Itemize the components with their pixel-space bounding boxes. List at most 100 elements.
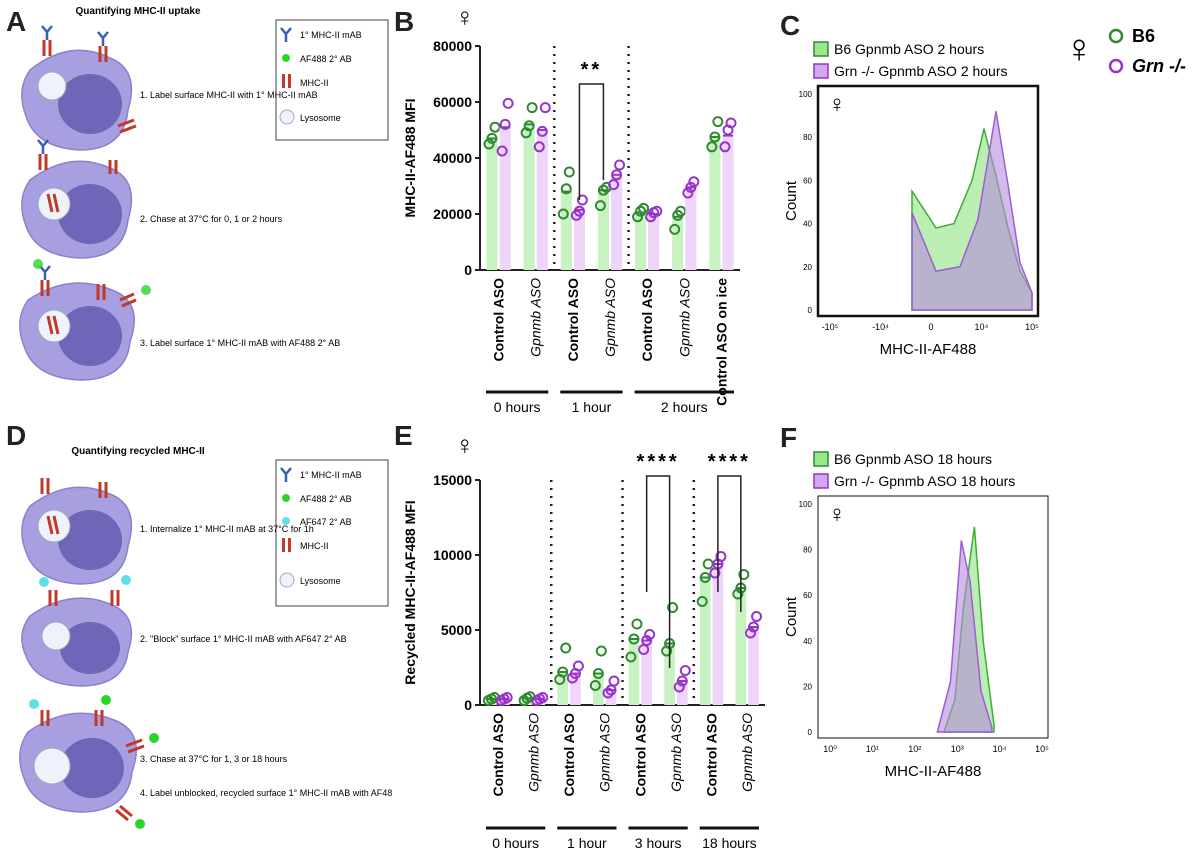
legend-item-primary-mab: 1° MHC-II mAB: [300, 470, 362, 480]
histogram-frame: [817, 495, 1049, 739]
data-point: [715, 551, 727, 562]
cell-recycle-step-1: [21, 478, 133, 585]
data-point: [614, 159, 626, 171]
significance-bracket: [578, 83, 605, 200]
bar: [676, 681, 688, 705]
y-axis-label: MHC-II-AF488 MFI: [402, 99, 418, 218]
category-label: Control ASO: [704, 713, 720, 797]
category-label: Control ASO: [491, 278, 507, 362]
y-tick-label: 0: [464, 697, 472, 713]
y-tick-label: 80000: [433, 38, 472, 54]
panel-letter-c: C: [780, 10, 801, 41]
panel-letter-b: B: [394, 6, 415, 37]
group-label: 1 hour: [567, 835, 607, 850]
data-point: [576, 194, 588, 206]
data-point: [688, 176, 700, 188]
data-point: [679, 665, 691, 676]
category-label: Gpnmb ASO: [602, 278, 618, 357]
schematic-uptake-legend-box: [275, 19, 389, 141]
antibody-icon: [280, 27, 292, 42]
category-label: Control ASO: [490, 713, 506, 797]
bar: [628, 639, 640, 705]
data-point: [748, 621, 760, 633]
y-tick-label: 10000: [433, 547, 472, 563]
lysosome-icon: [279, 572, 295, 588]
uptake-step-3: 3. Label surface 1° MHC-II mAB with AF48…: [140, 338, 340, 348]
data-point: [594, 200, 606, 212]
x-tick-label: 0: [928, 322, 933, 332]
group-label: 18 hours: [702, 835, 756, 850]
bar: [597, 190, 609, 270]
data-point: [496, 145, 508, 157]
legend-label-b6: B6: [1132, 26, 1155, 46]
cell-step-2: [21, 139, 133, 259]
histogram-area: [911, 111, 1033, 311]
chart-e-recycled-mhc: ♀ 0 5000 10000 15000 Recycled MHC-II-AF488 MF…: [402, 430, 765, 850]
data-point: [526, 102, 538, 114]
data-point: [537, 692, 549, 703]
recycle-step-3: 3. Chase at 37°C for 1, 3 or 18 hours: [140, 754, 288, 764]
legend-label: B6 Gpnmb ASO 2 hours: [834, 41, 984, 57]
legend-marker-grn: [1108, 58, 1124, 74]
category-label: Gpnmb ASO: [668, 713, 684, 792]
cell-recycle-step-3: [19, 695, 159, 829]
legend-swatch: [813, 63, 829, 79]
antibody-icon: [280, 467, 292, 482]
legend-label: Grn -/- Gpnmb ASO 18 hours: [834, 473, 1015, 489]
y-tick-label: 60: [803, 176, 812, 185]
y-tick-label: 100: [799, 90, 813, 99]
bar: [699, 577, 711, 705]
y-tick-label: 40: [803, 220, 812, 229]
histogram-area: [936, 540, 993, 733]
bar: [570, 673, 581, 705]
bar: [664, 643, 675, 705]
bar: [523, 124, 535, 271]
significance-label: **: [581, 59, 603, 81]
data-point: [536, 125, 548, 137]
category-label: Gpnmb ASO: [739, 713, 755, 792]
data-point: [483, 138, 495, 150]
data-point: [589, 680, 601, 691]
category-label: Control ASO: [632, 713, 648, 797]
data-point: [486, 132, 498, 144]
uptake-step-1: 1. Label surface MHC-II with 1° MHC-II m…: [140, 90, 318, 100]
legend-label: Grn -/- Gpnmb ASO 2 hours: [834, 63, 1008, 79]
y-tick-label: 5000: [441, 622, 472, 638]
data-point: [608, 675, 620, 687]
data-point: [725, 117, 737, 129]
group-label: 0 hours: [494, 399, 541, 415]
legend-item-lysosome: Lysosome: [300, 576, 341, 586]
legend-item-lysosome: Lysosome: [300, 113, 341, 123]
y-tick-label: 0: [808, 728, 813, 737]
significance-bracket: [645, 475, 671, 668]
data-point: [560, 642, 572, 654]
data-point: [751, 611, 763, 622]
af488-dot-icon: [282, 54, 290, 62]
data-point: [539, 102, 551, 114]
cell-recycle-step-2: [21, 575, 133, 687]
lysosome-icon: [279, 109, 295, 125]
data-point: [597, 184, 609, 196]
female-symbol: ♀: [1064, 27, 1094, 71]
schematic-recycling: Quantifying recycled MHC-II 1° MHC-II mA…: [19, 446, 392, 829]
data-point: [667, 602, 679, 613]
legend-label-grn: Grn -/-: [1132, 56, 1186, 76]
legend-item-af488: AF488 2° AB: [300, 54, 352, 64]
x-axis-label: MHC-II-AF488: [880, 341, 977, 358]
y-tick-label: 15000: [433, 472, 472, 488]
group-label: 2 hours: [661, 399, 708, 415]
data-point: [489, 121, 501, 133]
data-point: [602, 687, 614, 699]
x-tick-label: 10¹: [866, 744, 879, 754]
bar: [672, 216, 684, 270]
bar: [611, 174, 623, 270]
category-label: Gpnmb ASO: [525, 713, 541, 792]
cell-step-1: [21, 25, 137, 151]
y-tick-label: 60000: [433, 94, 472, 110]
data-point: [595, 645, 607, 657]
data-point: [685, 181, 697, 193]
x-tick-label: 10⁵: [1025, 322, 1039, 332]
data-point: [502, 97, 514, 109]
y-tick-label: 20: [803, 263, 812, 272]
category-label: Control ASO: [565, 278, 581, 362]
